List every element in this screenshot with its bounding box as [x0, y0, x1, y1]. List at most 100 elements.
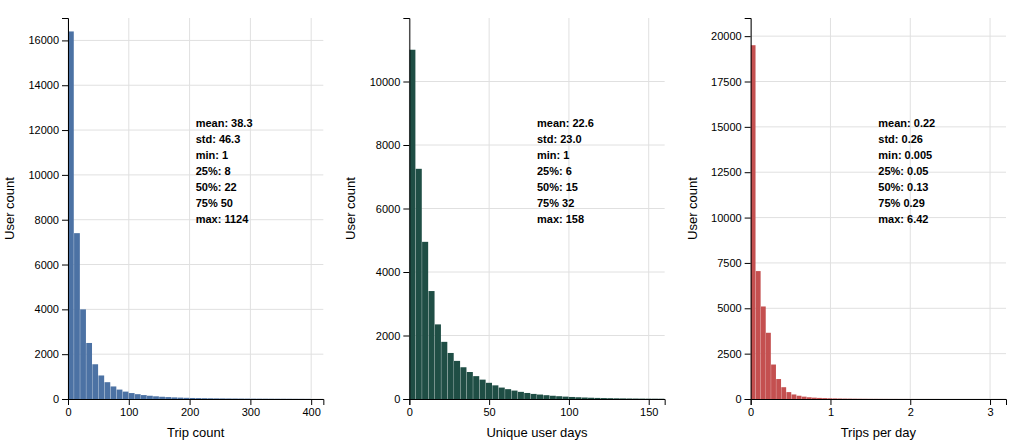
bar	[945, 399, 950, 400]
tick: 4000	[376, 266, 409, 278]
bar	[129, 393, 135, 399]
tick-mark	[830, 399, 831, 405]
bar	[80, 309, 86, 399]
bar	[416, 169, 422, 399]
bar	[776, 379, 781, 399]
tick-label: 300	[242, 406, 260, 418]
tick-mark	[62, 265, 68, 266]
grid-line	[68, 264, 323, 265]
bar	[812, 398, 817, 399]
bar	[422, 242, 428, 399]
panel: 0100200300400020004000600080001000012000…	[2, 18, 324, 440]
stats-line: min: 0.005	[878, 149, 932, 161]
tick-mark	[311, 399, 312, 405]
tick-mark	[62, 399, 68, 400]
bar	[454, 361, 460, 399]
stats-line: max: 1124	[196, 213, 249, 225]
bar	[244, 398, 250, 399]
stats-annotation: mean: 0.22std: 0.26min: 0.00525%: 0.0550…	[878, 117, 935, 225]
bar	[473, 376, 479, 399]
bar	[965, 399, 970, 400]
tick: 14000	[28, 79, 68, 91]
bar	[499, 388, 505, 399]
bar	[975, 399, 980, 400]
tick-mark	[745, 399, 751, 400]
bar	[899, 398, 904, 399]
bar	[480, 380, 486, 399]
tick: 16000	[28, 34, 68, 46]
bar	[950, 399, 955, 400]
bar	[848, 398, 853, 399]
tick-mark	[190, 399, 191, 405]
panel: 0123025005000750010000125001500017500200…	[685, 18, 1007, 440]
tick-label: 50	[484, 406, 496, 418]
bar	[986, 399, 991, 400]
grid-line	[409, 272, 664, 273]
stats-annotation: mean: 38.3std: 46.3min: 125%: 850%: 2275…	[196, 117, 253, 225]
stats-line: 75% 50	[196, 197, 233, 209]
tick-mark	[250, 399, 251, 405]
tick-mark	[62, 354, 68, 355]
bar	[269, 398, 275, 399]
x-axis-title: Trips per day	[841, 425, 917, 440]
tick-label: 8000	[35, 214, 59, 226]
bar	[569, 397, 575, 399]
stats-line: 25%: 8	[196, 165, 231, 177]
bar	[878, 398, 883, 399]
bar	[543, 395, 549, 399]
tick-mark	[403, 272, 409, 273]
bar	[441, 342, 447, 399]
bar	[524, 393, 530, 399]
grid	[68, 18, 323, 399]
bar	[74, 233, 80, 399]
tick-label: 10000	[28, 169, 59, 181]
bar	[299, 398, 305, 399]
tick-mark	[569, 399, 570, 405]
tick-label: 0	[53, 393, 59, 405]
bar	[165, 397, 171, 399]
bar	[894, 398, 899, 399]
bar	[771, 365, 776, 399]
tick-mark	[403, 399, 409, 400]
tick-label: 100	[120, 406, 138, 418]
tick-mark	[403, 209, 409, 210]
tick-mark	[745, 354, 751, 355]
bar	[428, 291, 434, 399]
bar	[123, 392, 129, 399]
grid-line	[128, 18, 129, 399]
tick-label: 100	[560, 406, 578, 418]
bar	[626, 398, 632, 399]
stats-line: 50%: 0.13	[878, 181, 928, 193]
bar	[991, 399, 996, 400]
tick-mark	[745, 218, 751, 219]
tick-mark	[62, 220, 68, 221]
tick-label: 15000	[711, 121, 742, 133]
bar	[281, 398, 287, 399]
stats-annotation: mean: 22.6std: 23.0min: 125%: 650%: 1575…	[537, 117, 594, 225]
y-axis-title: User count	[685, 177, 700, 240]
figure: 0100200300400020004000600080001000012000…	[0, 0, 1024, 447]
tick-label: 0	[65, 406, 71, 418]
bar	[827, 398, 832, 399]
tick-label: 6000	[35, 259, 59, 271]
bar	[904, 398, 909, 399]
bar	[287, 398, 293, 399]
bar	[117, 390, 123, 399]
tick-label: 4000	[35, 303, 59, 315]
bar	[792, 394, 797, 399]
tick-label: 8000	[376, 139, 400, 151]
stats-line: 50%: 22	[196, 181, 237, 193]
tick: 17500	[711, 76, 751, 88]
tick-label: 7500	[717, 257, 741, 269]
tick: 0	[748, 399, 754, 418]
grid-line	[250, 18, 251, 399]
bar	[955, 399, 960, 400]
tick-label: 16000	[28, 34, 59, 46]
x-axis-title: Unique user days	[486, 425, 588, 440]
stats-line: 75% 0.29	[878, 197, 924, 209]
bar	[914, 398, 919, 399]
bars	[68, 31, 311, 399]
tick-label: 10000	[370, 76, 401, 88]
stats-line: 25%: 0.05	[878, 165, 928, 177]
tick-label: 17500	[711, 76, 742, 88]
